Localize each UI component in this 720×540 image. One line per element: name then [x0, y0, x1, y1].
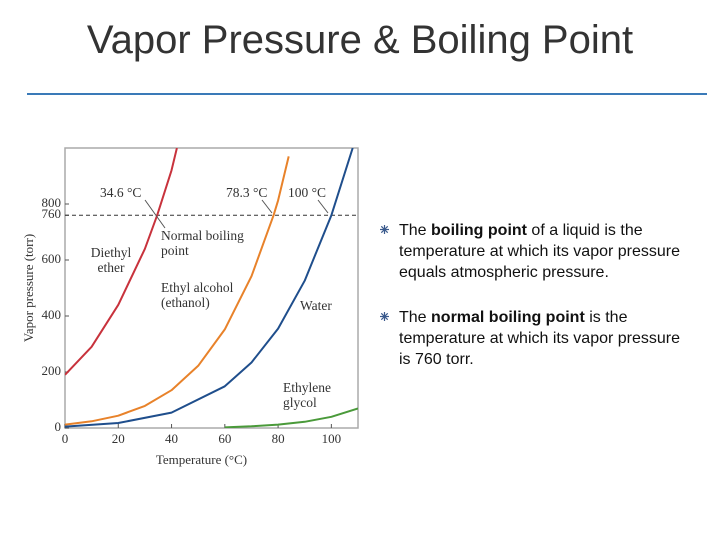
y-tick-label: 600: [42, 251, 62, 266]
text: The: [399, 309, 432, 326]
text: The: [399, 222, 432, 239]
bullet-glyph: [380, 225, 389, 234]
x-tick-label: 100: [322, 431, 342, 446]
annotation: 100 °C: [288, 185, 327, 200]
bullet-item: The normal boiling point is the temperat…: [380, 307, 680, 370]
annotation: 78.3 °C: [226, 185, 268, 200]
text: is the temperature at which its vapor pr…: [399, 309, 681, 368]
pointer-line: [144, 199, 166, 229]
series-line: [65, 148, 354, 428]
series-line: [65, 148, 178, 376]
bullet-glyph: [380, 312, 389, 321]
bold-text: normal boiling point: [431, 309, 585, 326]
annotation: Normal boiling point: [161, 228, 244, 258]
y-tick-label: 760: [42, 206, 62, 221]
x-tick-label: 60: [218, 431, 231, 446]
y-tick-label: 200: [42, 363, 62, 378]
slide-title: Vapor Pressure & Boiling Point: [86, 18, 634, 62]
pointer-line: [317, 199, 329, 214]
bullet-list: The boiling point of a liquid is the tem…: [380, 220, 680, 394]
series-line: [224, 407, 358, 428]
annotation: 34.6 °C: [100, 185, 142, 200]
x-tick-label: 40: [165, 431, 178, 446]
y-tick-label: 800: [42, 195, 62, 210]
series-label: Ethyl alcohol (ethanol): [161, 280, 234, 310]
bullet-item: The boiling point of a liquid is the tem…: [380, 220, 680, 283]
text: of a liquid is the temperature at which …: [399, 222, 681, 281]
x-tick-label: 0: [62, 431, 69, 446]
y-axis-label: Vapor pressure (torr): [21, 234, 36, 342]
series-label: Water: [300, 298, 332, 313]
plot-lines: [65, 148, 358, 428]
series-line: [65, 156, 290, 426]
y-tick-label: 0: [55, 419, 62, 434]
pointer-line: [261, 199, 273, 214]
series-label: Diethyl ether: [90, 245, 132, 275]
title-rule: [27, 93, 707, 95]
x-axis-label: Temperature (°C): [156, 452, 247, 467]
y-tick-label: 400: [42, 307, 62, 322]
bold-text: boiling point: [431, 222, 527, 239]
series-label: Ethylene glycol: [283, 380, 331, 410]
x-tick-label: 20: [112, 431, 125, 446]
plot-frame: [64, 147, 359, 429]
x-tick-label: 80: [272, 431, 285, 446]
